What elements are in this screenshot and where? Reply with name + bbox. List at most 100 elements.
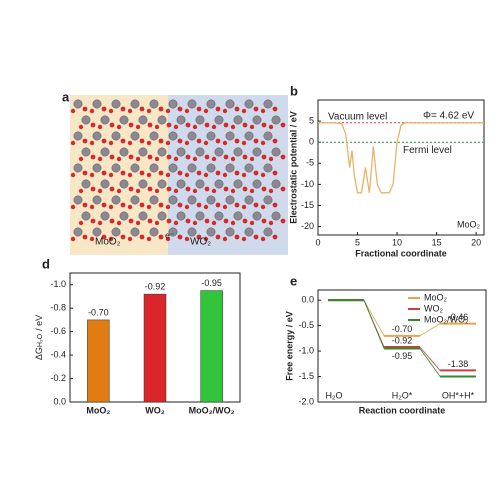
oxygen-atom [253, 202, 259, 208]
oxygen-atom [272, 170, 278, 176]
oxygen-atom [120, 138, 126, 144]
oxygen-atom [89, 204, 95, 210]
oxygen-atom [241, 108, 247, 114]
oxygen-atom [177, 170, 183, 176]
annotation: MoO₂ [457, 219, 481, 229]
oxygen-atom [78, 156, 84, 162]
y-tick-label: -2.0 [298, 396, 314, 406]
metal-atom [244, 131, 254, 141]
value-label: -0.92 [145, 281, 166, 291]
metal-atom [271, 147, 281, 157]
x-tick-label: 15 [432, 237, 442, 247]
metal-atom [244, 99, 254, 109]
oxygen-atom [109, 122, 115, 128]
oxygen-atom [139, 106, 145, 112]
panel-label: d [42, 256, 50, 271]
bar [87, 319, 110, 403]
connector [363, 300, 385, 349]
value-label: -0.46 [448, 312, 469, 322]
oxygen-atom [135, 156, 141, 162]
oxygen-atom [184, 204, 190, 210]
metal-atom [92, 227, 102, 237]
oxygen-atom [268, 188, 274, 194]
oxygen-atom [158, 202, 164, 208]
oxygen-atom [280, 122, 286, 128]
oxygen-atom [78, 220, 84, 226]
oxygen-atom [241, 204, 247, 210]
oxygen-atom [165, 108, 171, 114]
electron-label: e⁻ [165, 230, 175, 240]
oxygen-atom [139, 138, 145, 144]
oxygen-atom [116, 188, 122, 194]
oxygen-atom [120, 202, 126, 208]
oxygen-atom [241, 140, 247, 146]
oxygen-atom [280, 218, 286, 224]
y-tick-label: -0.4 [50, 349, 66, 359]
y-axis-label: Electrostatic potential / eV [288, 111, 298, 224]
metal-atom [176, 211, 186, 221]
oxygen-atom [272, 202, 278, 208]
oxygen-atom [135, 220, 141, 226]
oxygen-atom [223, 122, 229, 128]
oxygen-atom [146, 236, 152, 242]
x-tick-label: WO₂ [145, 405, 165, 415]
metal-atom [111, 131, 121, 141]
oxygen-atom [196, 170, 202, 176]
metal-atom [81, 115, 91, 125]
x-axis-label: Fractional coordinate [355, 248, 447, 258]
y-tick-label: -0.5 [298, 320, 314, 330]
structure-label: MoO₂ [95, 237, 121, 248]
oxygen-atom [242, 122, 248, 128]
metal-atom [81, 179, 91, 189]
oxygen-atom [196, 202, 202, 208]
metal-atom [225, 99, 235, 109]
y-axis-label-part: / eV [34, 315, 44, 331]
metal-atom [225, 227, 235, 237]
oxygen-atom [184, 236, 190, 242]
oxygen-atom [203, 108, 209, 114]
crystal-structure [70, 99, 286, 242]
oxygen-atom [192, 156, 198, 162]
metal-atom [233, 115, 243, 125]
metal-atom [214, 115, 224, 125]
metal-atom [271, 179, 281, 189]
panel-label: b [290, 83, 298, 98]
y-axis-label-part: H₂O [37, 333, 44, 347]
oxygen-atom [166, 154, 172, 160]
metal-atom [263, 99, 273, 109]
oxygen-atom [260, 204, 266, 210]
oxygen-atom [268, 156, 274, 162]
metal-atom [157, 179, 167, 189]
oxygen-atom [230, 124, 236, 130]
y-tick-label: 5 [309, 115, 314, 125]
oxygen-atom [230, 220, 236, 226]
oxygen-atom [234, 202, 240, 208]
oxygen-atom [234, 106, 240, 112]
oxygen-atom [222, 204, 228, 210]
oxygen-atom [260, 108, 266, 114]
oxygen-atom [234, 170, 240, 176]
oxygen-atom [146, 172, 152, 178]
oxygen-atom [177, 106, 183, 112]
metal-atom [168, 99, 178, 109]
oxygen-atom [128, 186, 134, 192]
metal-atom [92, 195, 102, 205]
metal-atom [130, 195, 140, 205]
metal-atom [271, 211, 281, 221]
oxygen-atom [154, 156, 160, 162]
oxygen-atom [90, 186, 96, 192]
metal-atom [157, 211, 167, 221]
y-tick-label: -10 [301, 179, 314, 189]
oxygen-atom [173, 188, 179, 194]
oxygen-atom [108, 140, 114, 146]
metal-atom [81, 211, 91, 221]
x-tick-label: MoO₂ [86, 405, 110, 415]
oxygen-atom [147, 218, 153, 224]
oxygen-atom [173, 124, 179, 130]
oxygen-atom [109, 186, 115, 192]
metal-atom [168, 195, 178, 205]
oxygen-atom [215, 106, 221, 112]
oxygen-atom [116, 124, 122, 130]
oxygen-atom [101, 202, 107, 208]
